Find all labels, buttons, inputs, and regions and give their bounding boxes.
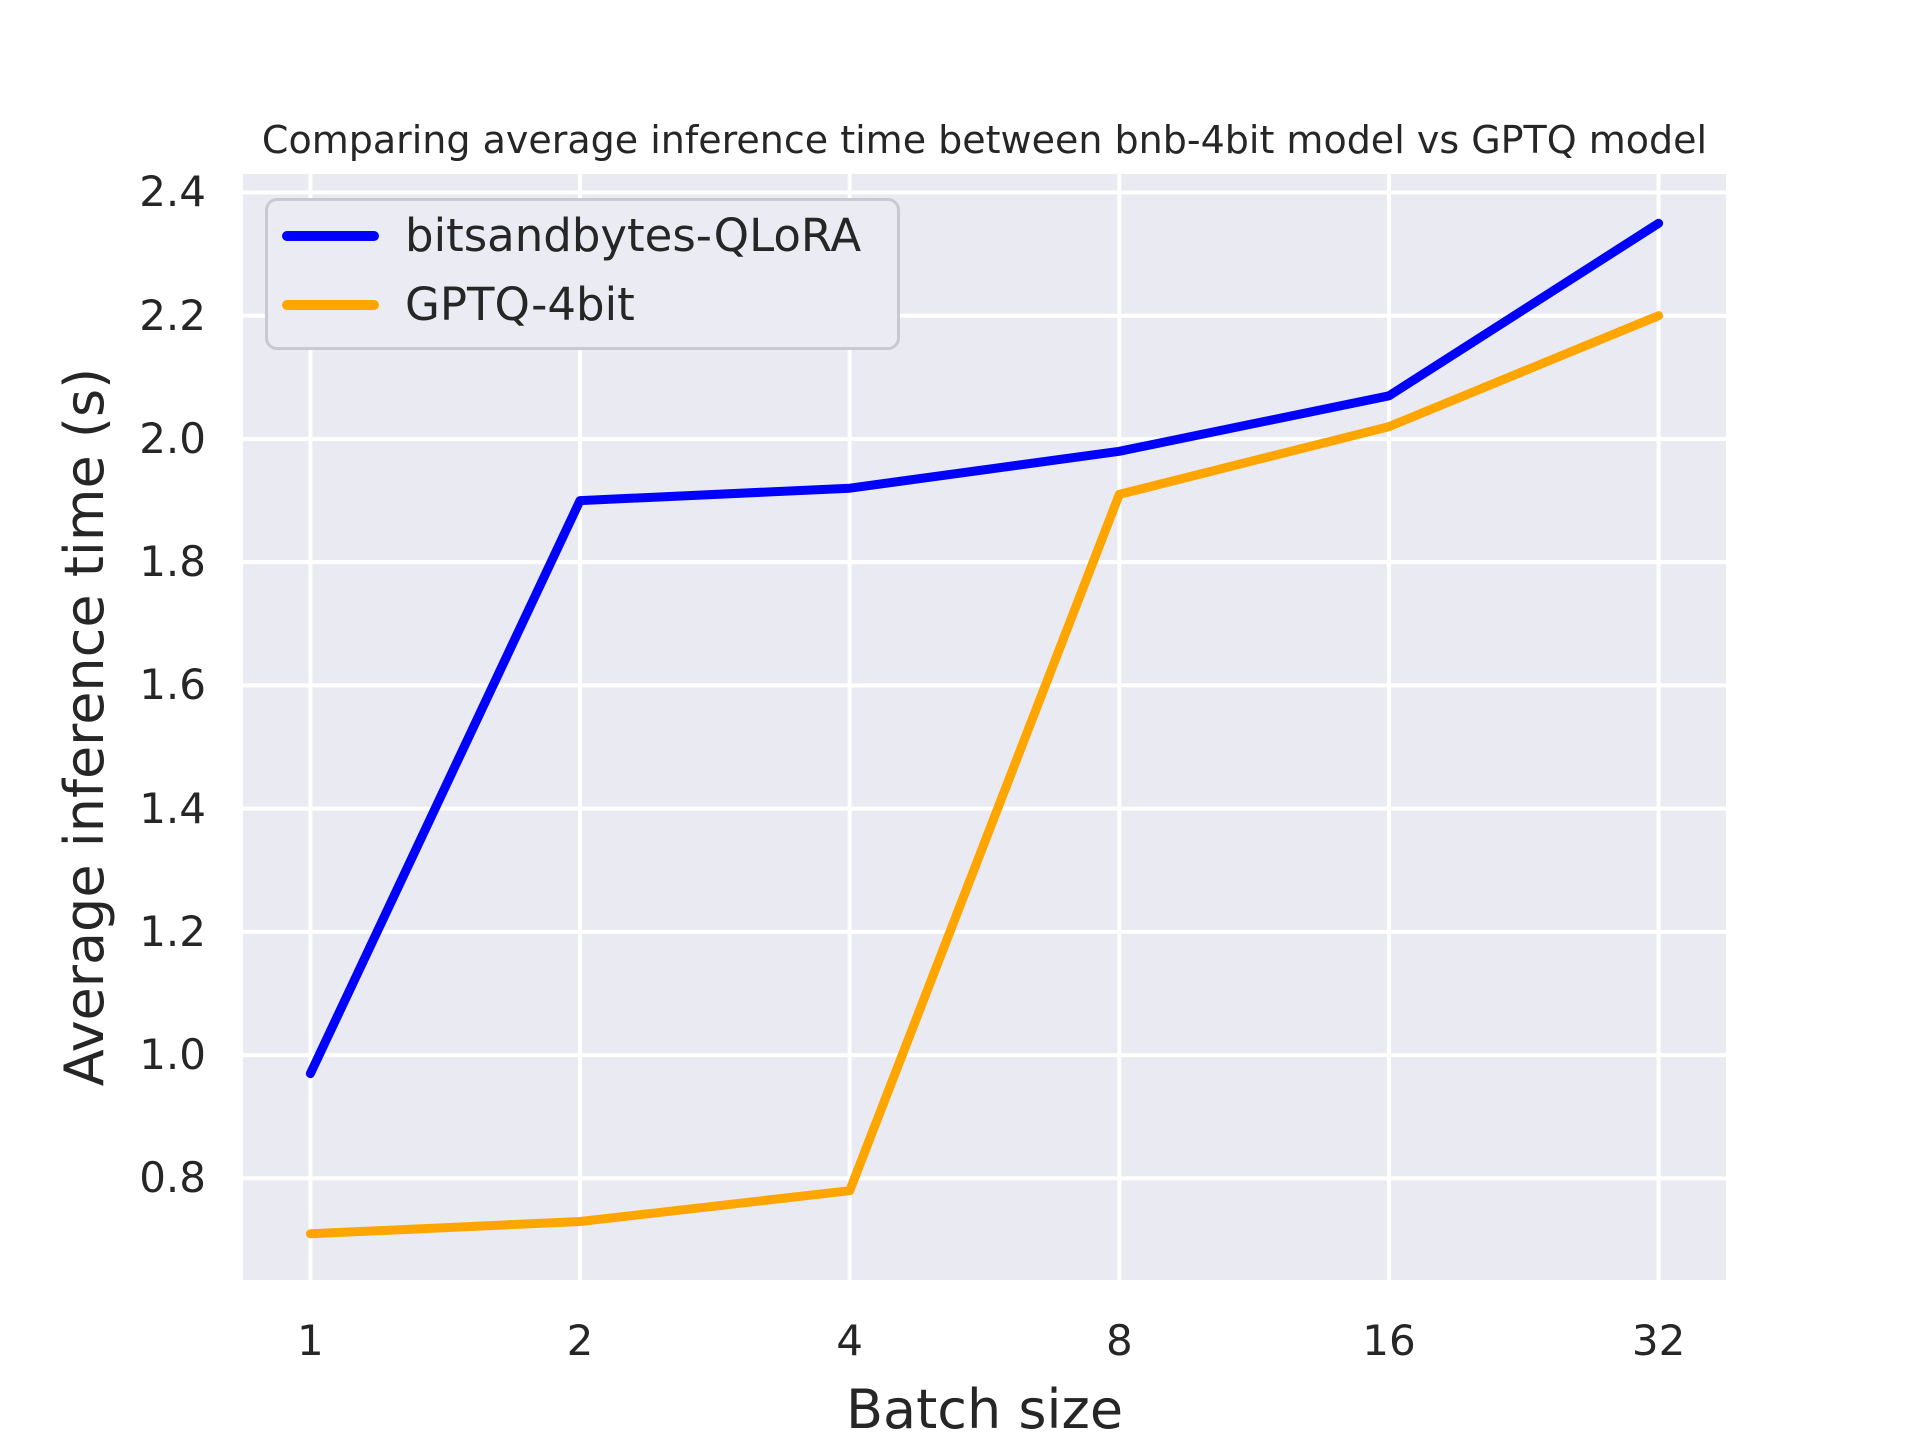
y-tick-label: 2.4 [139, 167, 206, 217]
plot-background [243, 174, 1726, 1280]
legend-row: GPTQ-4bit [282, 270, 861, 339]
series-line-bitsandbytes-QLoRA [305, 218, 1664, 1079]
legend-row: bitsandbytes-QLoRA [282, 201, 861, 270]
y-tick-label: 1.2 [139, 906, 206, 956]
y-axis-label: Average inference time (s) [53, 367, 116, 1087]
y-tick-label: 1.6 [139, 660, 206, 710]
legend-line-swatch [282, 230, 379, 241]
chart-title: Comparing average inference time between… [261, 118, 1708, 162]
y-tick-label: 1.8 [139, 537, 206, 587]
legend-line-swatch [282, 299, 379, 310]
x-tick-label: 2 [566, 1316, 594, 1365]
y-tick-label: 1.0 [139, 1030, 206, 1080]
y-tick-label: 2.2 [139, 290, 206, 340]
y-tick-label: 1.4 [139, 783, 206, 833]
legend-label: GPTQ-4bit [405, 278, 635, 331]
x-tick-label: 1 [297, 1316, 324, 1365]
x-tick-label: 32 [1631, 1316, 1686, 1365]
y-tick-label: 0.8 [139, 1153, 206, 1203]
x-tick-label: 8 [1105, 1316, 1133, 1365]
y-tick-label: 2.0 [139, 413, 206, 463]
series-line-GPTQ-4bit [305, 311, 1664, 1239]
x-tick-label: 4 [836, 1316, 864, 1365]
legend-label: bitsandbytes-QLoRA [405, 209, 862, 262]
legend: bitsandbytes-QLoRA GPTQ-4bit [265, 198, 901, 350]
x-tick-label: 16 [1362, 1316, 1416, 1365]
x-axis-label: Batch size [845, 1378, 1124, 1441]
